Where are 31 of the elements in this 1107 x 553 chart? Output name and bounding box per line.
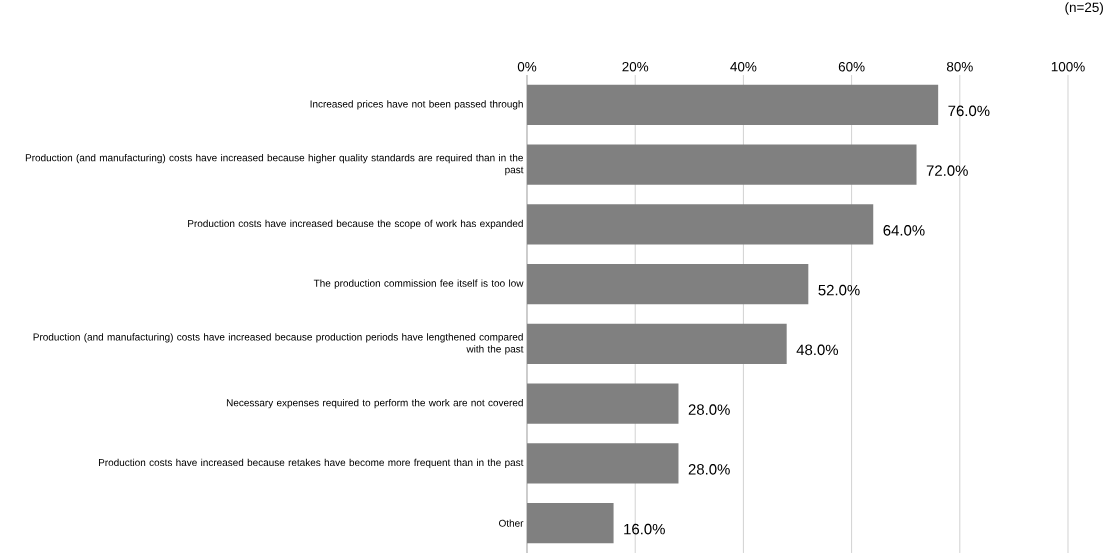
y-tick-label: Production costs have increased because the scope of work has expanded (188, 219, 523, 230)
x-tick-label: 100% (1051, 61, 1085, 72)
y-tick-label: Production (and manufacturing) costs have increased because production periods have lengthened compared with the past (33, 333, 524, 355)
bar (527, 264, 809, 305)
bar (527, 144, 917, 185)
y-tick-label: The production commission fee itself is too low (313, 279, 524, 289)
y-tick-label: Production costs have increased because retakes have become more frequent than in the past (98, 458, 524, 468)
y-tick-label: Production (and manufacturing) costs have increased because higher quality standards are required than in the past (25, 154, 524, 176)
data-label: 52.0% (818, 284, 860, 296)
y-tick-label: Other (499, 519, 524, 527)
bar (527, 84, 939, 125)
data-label: 72.0% (926, 165, 968, 176)
data-label: 48.0% (796, 344, 839, 356)
x-tick-label: 80% (946, 61, 973, 72)
y-tick-label: Necessary expenses required to perform the work are not covered (226, 398, 523, 409)
bar (527, 323, 787, 364)
bar (527, 503, 614, 544)
x-tick-label: 0% (517, 61, 537, 72)
bar (527, 443, 679, 484)
data-label: 64.0% (883, 225, 925, 236)
data-label: 76.0% (948, 105, 990, 117)
data-label: 16.0% (624, 523, 665, 535)
data-label: 28.0% (688, 404, 730, 415)
data-label: 28.0% (688, 464, 730, 475)
x-tick-label: 40% (730, 61, 757, 72)
bar (527, 204, 874, 245)
x-tick-label: 60% (838, 61, 865, 72)
x-tick-label: 20% (622, 61, 649, 72)
y-tick-label: Increased prices have not been passed through (310, 100, 523, 110)
text: (n=25) (1065, 2, 1103, 15)
bar (527, 383, 679, 424)
